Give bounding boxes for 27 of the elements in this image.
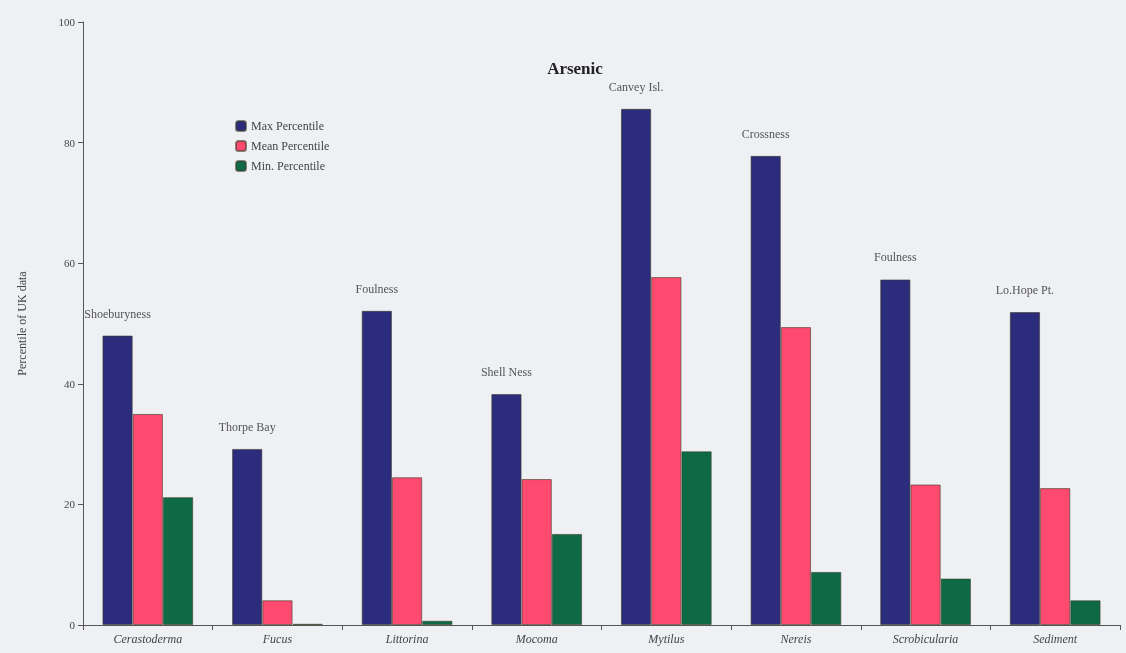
annotation: Foulness <box>873 250 917 265</box>
legend-label: Mean Percentile <box>251 139 330 153</box>
annotation: Thorpe Bay <box>218 419 276 434</box>
text: Arsenic <box>547 59 604 78</box>
legend-label: Max Percentile <box>251 119 324 133</box>
y-tick-label: 40 <box>64 377 76 390</box>
y-tick-label: 20 <box>64 498 76 511</box>
x-tick-label: Littorina <box>384 632 429 646</box>
annotation: Foulness <box>355 281 399 296</box>
annotation: Shell Ness <box>480 365 533 380</box>
annotation: Lo.Hope Pt. <box>995 283 1055 298</box>
y-tick-label: 100 <box>58 16 76 28</box>
y-tick-label: 80 <box>64 136 76 149</box>
y-tick-label: 0 <box>69 619 76 631</box>
x-tick-label: Scrobicularia <box>892 632 959 646</box>
x-tick-label: Cerastoderma <box>113 632 183 646</box>
x-tick-label: Mytilus <box>647 632 685 646</box>
annotation: Crossness <box>741 126 791 141</box>
x-tick-label: Mocoma <box>514 632 558 646</box>
x-tick-label: Nereis <box>779 632 812 646</box>
legend-label: Min. Percentile <box>251 159 325 173</box>
annotation: Shoeburyness <box>84 306 152 321</box>
y-tick-label: 60 <box>64 257 76 270</box>
y-axis-title: Percentile of UK data <box>15 270 29 376</box>
x-tick-label: Sediment <box>1033 632 1078 646</box>
annotation: Canvey Isl. <box>608 79 664 94</box>
x-tick-label: Fucus <box>261 632 293 646</box>
